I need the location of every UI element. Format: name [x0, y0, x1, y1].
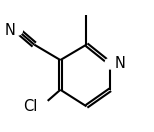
Circle shape	[105, 58, 116, 69]
Circle shape	[13, 26, 22, 35]
Text: N: N	[115, 56, 126, 71]
Text: N: N	[4, 23, 15, 38]
Text: Cl: Cl	[23, 99, 38, 114]
Circle shape	[34, 99, 49, 114]
